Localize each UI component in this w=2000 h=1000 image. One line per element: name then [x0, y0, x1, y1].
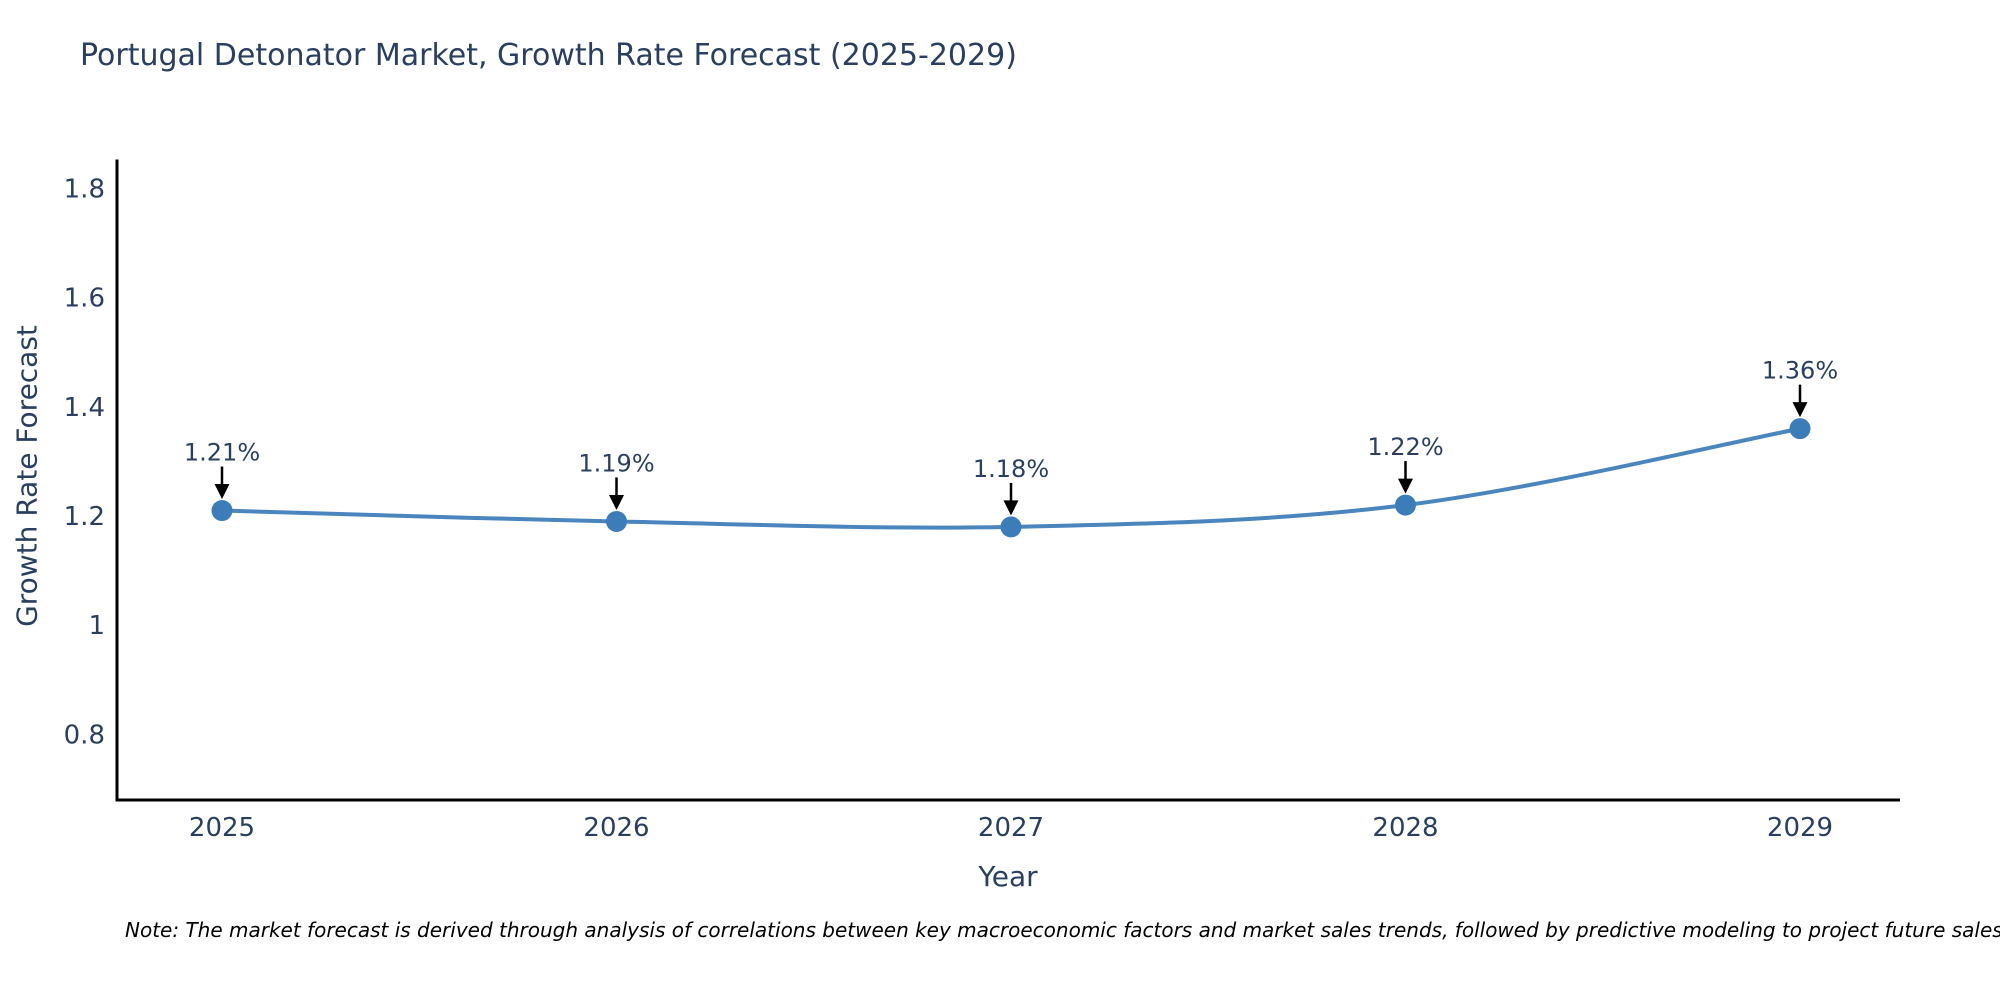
x-tick-label: 2029 [1767, 813, 1833, 843]
x-tick-label: 2026 [583, 813, 649, 843]
annotation-arrow-head [609, 494, 624, 510]
data-point-2026[interactable] [606, 510, 627, 532]
y-tick-label: 0.8 [64, 720, 105, 750]
annotation-arrow-head [214, 484, 230, 500]
y-tick-label: 1.6 [64, 284, 105, 314]
x-tick-label: 2028 [1372, 813, 1438, 843]
y-tick-label: 1 [88, 611, 105, 641]
point-label: 1.19% [578, 449, 654, 477]
point-label: 1.22% [1367, 433, 1443, 461]
point-label: 1.21% [184, 439, 260, 467]
annotation-arrow-head [1003, 500, 1019, 516]
data-point-2028[interactable] [1395, 494, 1416, 516]
data-point-2027[interactable] [1000, 516, 1022, 538]
y-tick-label: 1.8 [64, 174, 105, 204]
chart-title: Portugal Detonator Market, Growth Rate F… [80, 38, 1017, 73]
data-point-2025[interactable] [211, 500, 233, 522]
footnote: Note: The market forecast is derived thr… [125, 918, 2000, 942]
point-label: 1.36% [1762, 357, 1838, 385]
x-tick-label: 2025 [189, 813, 255, 843]
y-tick-label: 1.2 [64, 502, 105, 532]
x-tick-label: 2027 [978, 813, 1044, 843]
annotation-arrow-head [1398, 478, 1413, 494]
annotation-arrow-head [1792, 402, 1808, 418]
x-axis-title: Year [978, 860, 1038, 893]
data-point-2029[interactable] [1789, 418, 1811, 440]
y-tick-label: 1.4 [64, 393, 105, 423]
point-label: 1.18% [973, 455, 1049, 483]
